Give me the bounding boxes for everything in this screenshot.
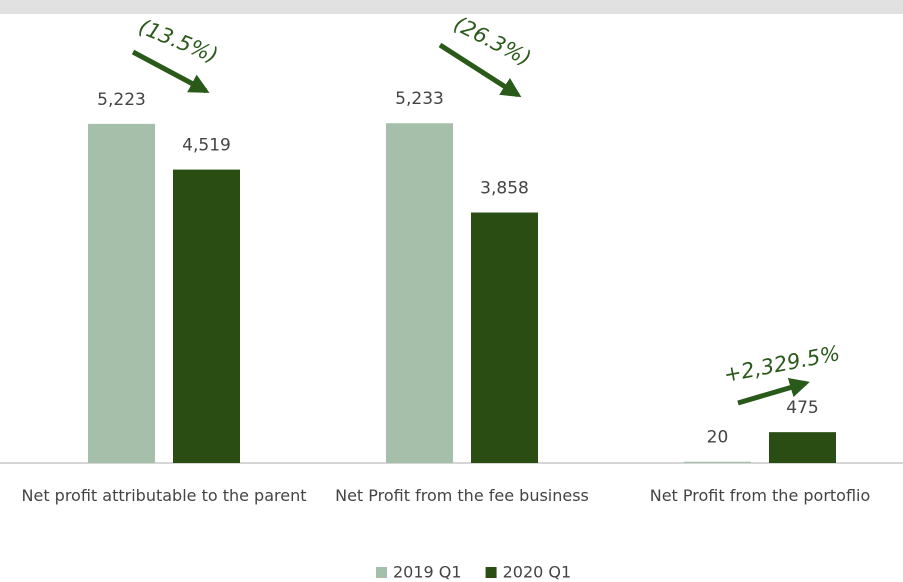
bar bbox=[386, 123, 453, 464]
header-band bbox=[0, 0, 903, 14]
bar bbox=[684, 461, 751, 463]
bar bbox=[769, 432, 836, 463]
data-label: 4,519 bbox=[182, 136, 231, 156]
x-tick-label: Net profit attributable to the parent bbox=[21, 486, 307, 505]
x-tick-label: Net Profit from the portoflio bbox=[649, 486, 871, 505]
bar bbox=[173, 169, 240, 463]
x-tick-label: Net Profit from the fee business bbox=[335, 486, 589, 505]
annotation-arrow bbox=[737, 377, 810, 406]
legend-label: 2019 Q1 bbox=[393, 563, 462, 582]
annotation-arrow bbox=[131, 49, 210, 94]
legend-label: 2020 Q1 bbox=[503, 563, 572, 582]
data-label: 5,223 bbox=[97, 90, 146, 110]
bar bbox=[88, 123, 155, 463]
data-label: 3,858 bbox=[480, 179, 529, 199]
legend-swatch bbox=[376, 567, 387, 578]
legend-swatch bbox=[485, 567, 497, 578]
annotation-arrow bbox=[438, 42, 522, 98]
data-label: 5,233 bbox=[395, 89, 444, 109]
bar bbox=[471, 212, 538, 463]
annotation: +2,329.5% bbox=[722, 341, 842, 387]
data-label: 475 bbox=[786, 398, 818, 418]
data-label: 20 bbox=[707, 428, 729, 448]
